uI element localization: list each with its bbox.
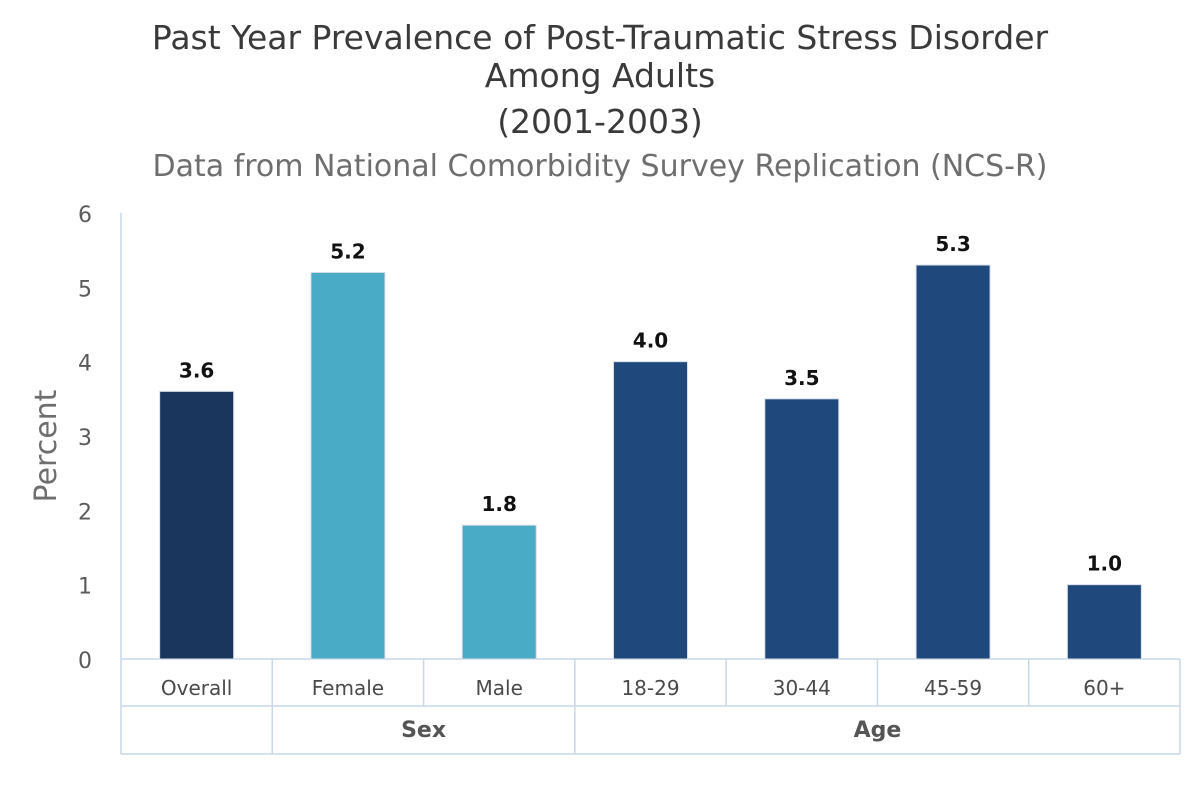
chart-title-line-3: (2001-2003) [497, 102, 703, 141]
chart-title-line-2: Among Adults [484, 56, 716, 95]
y-tick-label: 4 [78, 352, 92, 377]
chart-subtitle: Data from National Comorbidity Survey Re… [152, 149, 1048, 184]
y-axis-title: Percent [29, 389, 64, 502]
x-category-label: 60+ [1083, 676, 1125, 700]
x-category-label: 30-44 [773, 676, 831, 700]
y-tick-label: 5 [78, 277, 92, 302]
x-category-label: Female [312, 676, 384, 700]
bar [159, 390, 235, 660]
y-tick-label: 1 [78, 575, 92, 600]
bar-value-label: 1.8 [481, 492, 516, 516]
x-group-label: Age [854, 718, 902, 743]
bar [1066, 584, 1142, 660]
x-group-label: Sex [401, 718, 446, 743]
x-category-label: 18-29 [621, 676, 679, 700]
bar-value-label: 5.3 [935, 232, 970, 256]
bar-value-label: 5.2 [330, 239, 365, 263]
bar-value-label: 4.0 [633, 329, 668, 353]
bar-value-label: 3.5 [784, 366, 819, 390]
bar [613, 361, 688, 660]
x-category-label: 45-59 [924, 676, 982, 700]
bar-value-label: 1.0 [1087, 552, 1122, 576]
bar [310, 271, 386, 660]
x-category-label: Overall [161, 676, 232, 700]
x-category-label: Male [476, 676, 523, 700]
bar [915, 264, 991, 660]
y-tick-label: 0 [78, 649, 92, 674]
y-tick-label: 3 [78, 426, 92, 451]
chart-title-line-1: Past Year Prevalence of Post-Traumatic S… [151, 18, 1049, 57]
bar-value-label: 3.6 [179, 358, 214, 382]
bar [461, 524, 537, 660]
bar [764, 398, 840, 660]
y-tick-label: 2 [78, 500, 92, 525]
y-tick-label: 6 [78, 203, 92, 228]
